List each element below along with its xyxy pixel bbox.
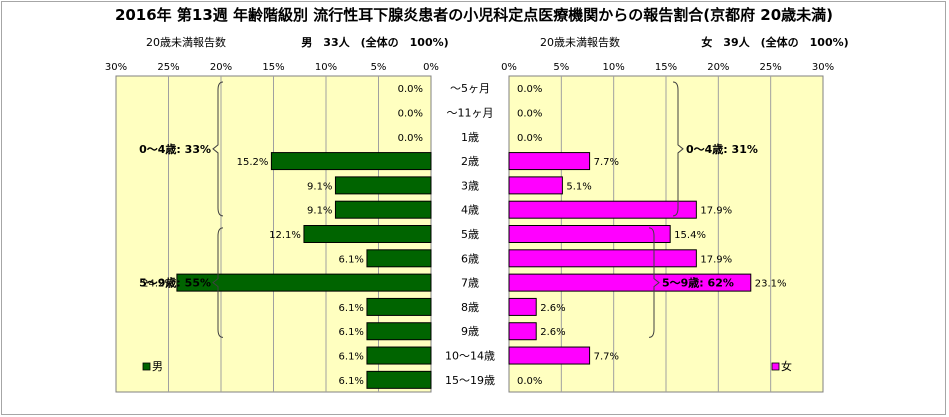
left-tick-label: 10% bbox=[315, 62, 337, 73]
left-header-count-label: 20歳未満報告数 bbox=[146, 36, 226, 49]
right-tick-label: 0% bbox=[501, 62, 517, 73]
left-tick-label: 5% bbox=[371, 62, 387, 73]
female-value-label: 0.0% bbox=[517, 376, 542, 387]
right-tick-label: 10% bbox=[603, 62, 625, 73]
age-category-label: 4歳 bbox=[461, 204, 479, 217]
male-bar bbox=[270, 152, 432, 171]
age-category-label: ～5ヶ月 bbox=[450, 82, 490, 95]
female-value-label: 2.6% bbox=[540, 327, 565, 338]
age-category-label: 1歳 bbox=[461, 131, 479, 144]
male-value-label: 9.1% bbox=[307, 181, 332, 192]
male-bar bbox=[303, 225, 432, 243]
right-tick-label: 30% bbox=[812, 62, 834, 73]
female-bar bbox=[508, 176, 563, 195]
left-tick-label: 15% bbox=[262, 62, 284, 73]
female-value-label: 0.0% bbox=[517, 133, 542, 144]
right-tick-label: 15% bbox=[655, 62, 677, 73]
age-category-label: 15～19歳 bbox=[445, 374, 495, 387]
female-group-0-4-label: 0～4歳: 31% bbox=[686, 142, 758, 156]
male-value-label: 6.1% bbox=[339, 327, 364, 338]
female-value-label: 23.1% bbox=[755, 279, 787, 290]
male-value-label: 6.1% bbox=[339, 254, 364, 265]
male-bar bbox=[334, 176, 432, 195]
right-header-total: 女 39人 (全体の 100%) bbox=[701, 35, 848, 49]
age-category-label: 5歳 bbox=[461, 228, 479, 241]
female-bar bbox=[508, 346, 591, 365]
male-value-label: 9.1% bbox=[307, 206, 332, 217]
female-group-0-4-bracket bbox=[672, 81, 684, 217]
female-bar bbox=[508, 225, 671, 243]
male-legend-swatch bbox=[142, 362, 151, 371]
male-value-label: 6.1% bbox=[339, 352, 364, 363]
female-value-label: 5.1% bbox=[566, 181, 591, 192]
male-value-label: 24.2% bbox=[142, 279, 174, 290]
male-value-label: 0.0% bbox=[398, 84, 423, 95]
age-category-label: 6歳 bbox=[461, 252, 479, 265]
male-bar bbox=[366, 249, 432, 268]
left-header-total: 男 33人 (全体の 100%) bbox=[301, 35, 448, 49]
female-group-5-9-label: 5～9歳: 62% bbox=[662, 276, 734, 290]
female-legend-swatch bbox=[771, 362, 780, 371]
right-tick-label: 5% bbox=[553, 62, 569, 73]
female-bar bbox=[508, 200, 697, 219]
left-tick-label: 20% bbox=[210, 62, 232, 73]
age-category-label: 2歳 bbox=[461, 155, 479, 168]
female-value-label: 7.7% bbox=[594, 157, 619, 168]
male-bar bbox=[176, 273, 432, 292]
left-tick-label: 0% bbox=[423, 62, 439, 73]
left-tick-label: 30% bbox=[105, 62, 127, 73]
female-value-label: 2.6% bbox=[540, 303, 565, 314]
female-value-label: 0.0% bbox=[517, 108, 542, 119]
female-value-label: 15.4% bbox=[674, 230, 706, 241]
right-tick-label: 25% bbox=[760, 62, 782, 73]
female-value-label: 0.0% bbox=[517, 84, 542, 95]
female-value-label: 17.9% bbox=[700, 206, 732, 217]
male-group-5-9-label: 5～9歳: 55% bbox=[139, 276, 211, 290]
chart-title: 2016年 第13週 年齢階級別 流行性耳下腺炎患者の小児科定点医療機関からの報… bbox=[115, 6, 833, 24]
male-bar bbox=[366, 322, 432, 341]
age-category-label: ～11ヶ月 bbox=[447, 106, 494, 119]
right-tick-label: 20% bbox=[707, 62, 729, 73]
age-category-label: 9歳 bbox=[461, 325, 479, 338]
female-bar bbox=[508, 249, 697, 268]
female-bar bbox=[508, 297, 537, 316]
female-bar bbox=[508, 152, 591, 171]
age-category-label: 3歳 bbox=[461, 179, 479, 192]
female-group-5-9-bracket bbox=[648, 227, 660, 338]
male-bar bbox=[366, 370, 432, 389]
male-value-label: 6.1% bbox=[339, 376, 364, 387]
male-bar bbox=[366, 346, 432, 365]
right-header-count-label: 20歳未満報告数 bbox=[540, 36, 620, 49]
female-bar bbox=[508, 322, 537, 341]
male-group-0-4-bracket bbox=[212, 81, 224, 217]
female-value-label: 7.7% bbox=[594, 352, 619, 363]
male-bar bbox=[334, 200, 432, 219]
male-value-label: 6.1% bbox=[339, 303, 364, 314]
age-category-label: 7歳 bbox=[461, 277, 479, 290]
female-legend-label: 女 bbox=[781, 359, 792, 373]
male-value-label: 0.0% bbox=[398, 133, 423, 144]
age-category-label: 10～14歳 bbox=[445, 350, 495, 363]
male-bar bbox=[366, 297, 432, 316]
male-value-label: 0.0% bbox=[398, 108, 423, 119]
female-value-label: 17.9% bbox=[700, 254, 732, 265]
male-value-label: 12.1% bbox=[269, 230, 301, 241]
age-category-label: 8歳 bbox=[461, 301, 479, 314]
left-tick-label: 25% bbox=[157, 62, 179, 73]
male-legend-label: 男 bbox=[152, 360, 163, 373]
female-bar bbox=[508, 273, 752, 292]
male-value-label: 15.2% bbox=[237, 157, 269, 168]
male-group-0-4-label: 0～4歳: 33% bbox=[139, 142, 211, 156]
male-group-5-9-bracket bbox=[212, 227, 224, 338]
